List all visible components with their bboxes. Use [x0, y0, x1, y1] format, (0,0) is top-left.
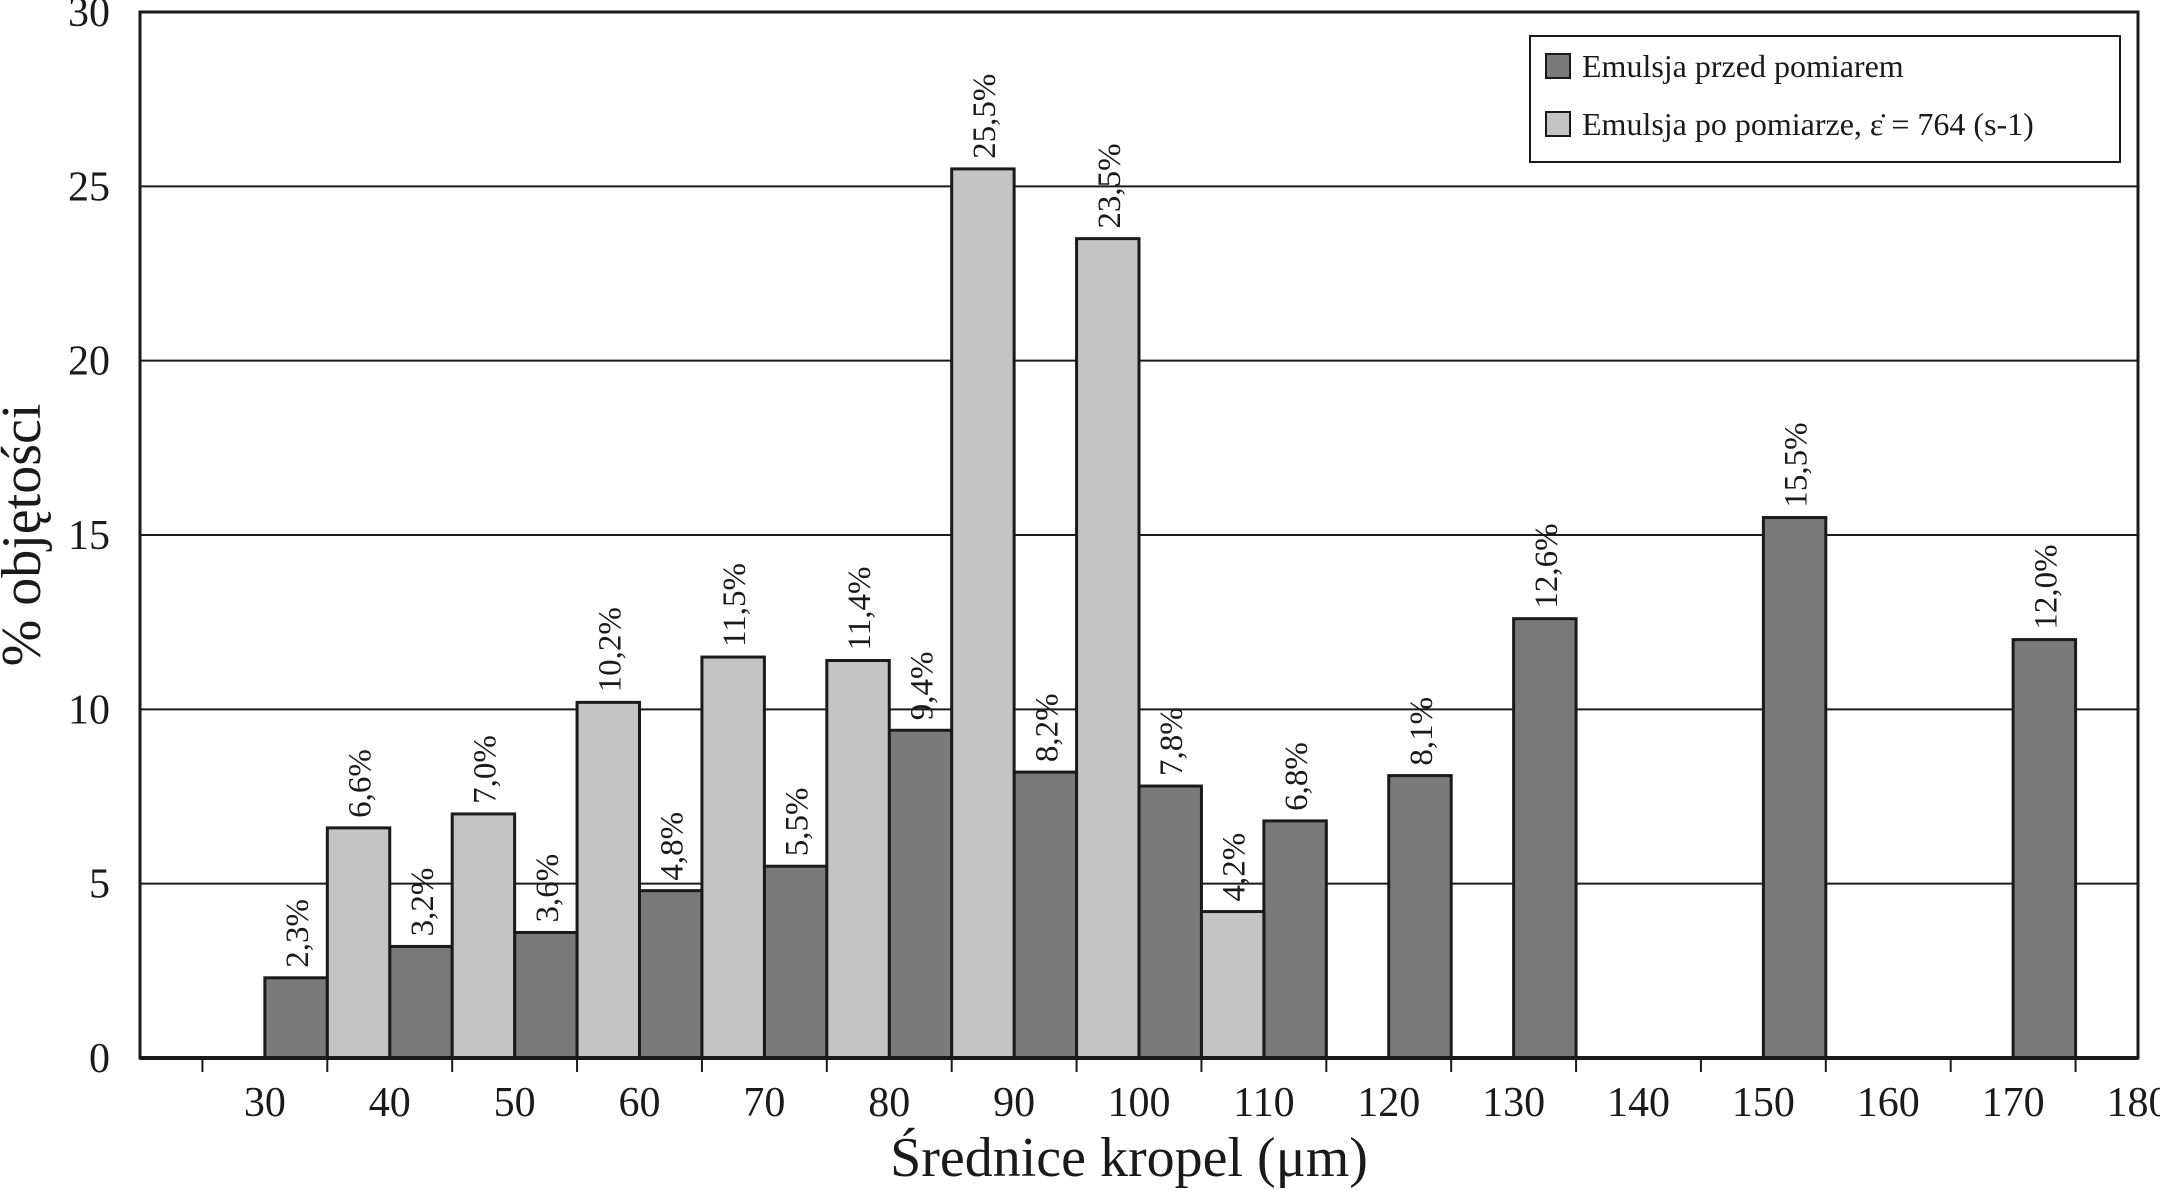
y-tick-label: 20: [68, 339, 110, 385]
y-tick-label: 5: [89, 862, 110, 908]
bar-before: [1761, 516, 1828, 1060]
bar-after: [1199, 910, 1266, 1060]
y-tick-label: 25: [68, 164, 110, 210]
data-label: 5,5%: [780, 787, 816, 856]
legend: Emulsja przed pomiarem Emulsja po pomiar…: [1529, 35, 2121, 163]
data-label: 11,4%: [842, 567, 878, 651]
data-label: 6,8%: [1279, 742, 1315, 811]
data-label: 6,6%: [343, 749, 379, 818]
x-tick-label: 150: [1732, 1080, 1795, 1126]
x-tick-label: 40: [369, 1080, 411, 1126]
data-labels: 2,3% 3,2% 3,6% 4,8% 5,5% 9,4% 8,2% 7,8% 6,8% 8,1%…: [280, 74, 2064, 968]
legend-label-before: Emulsja przed pomiarem: [1582, 48, 1904, 84]
y-tick-label: 10: [68, 687, 110, 733]
data-label: 7,0%: [467, 735, 503, 804]
bars: [263, 167, 2078, 1060]
bar-before: [1137, 784, 1203, 1060]
bar-before: [1387, 774, 1453, 1060]
bar-before: [513, 930, 579, 1060]
x-tick-label: 90: [993, 1080, 1035, 1126]
data-label: 3,2%: [405, 868, 441, 937]
data-label: 12,6%: [1529, 523, 1565, 608]
data-label: 15,5%: [1779, 422, 1815, 507]
data-label: 8,2%: [1029, 693, 1065, 762]
data-label: 4,8%: [655, 812, 691, 881]
bar-before: [263, 976, 329, 1060]
y-axis-title: % objętości: [0, 404, 53, 667]
x-tick-label: 170: [1982, 1080, 2045, 1126]
axes: 0 5 10 15 20 25 30 30 40 50 60 70 80 90 100 110 120 130 14…: [68, 0, 2160, 1126]
x-tick-label: 50: [494, 1080, 536, 1126]
data-label: 7,8%: [1154, 707, 1190, 776]
x-tick-label: 80: [868, 1080, 910, 1126]
legend-swatch-before: [1545, 53, 1571, 79]
legend-box: [1529, 35, 2121, 163]
bar-after: [950, 167, 1016, 1060]
data-label: 10,2%: [592, 607, 628, 692]
legend-swatch-after: [1545, 111, 1571, 137]
bar-before: [2011, 638, 2078, 1060]
legend-label-after: Emulsja po pomiarze, ε̇ = 764 (s-1): [1582, 106, 2034, 142]
bar-after: [575, 700, 641, 1060]
x-axis-title: Średnice kropel (μm): [890, 1126, 1368, 1189]
x-tick-label: 60: [619, 1080, 661, 1126]
bar-before: [1262, 819, 1328, 1060]
bar-before: [1012, 770, 1079, 1060]
x-tick-label: 140: [1607, 1080, 1670, 1126]
data-label: 25,5%: [967, 74, 1003, 159]
bar-before: [638, 889, 704, 1060]
data-label: 8,1%: [1404, 697, 1440, 766]
data-label: 9,4%: [904, 652, 940, 721]
x-tick-label: 110: [1233, 1080, 1294, 1126]
data-label: 3,6%: [530, 854, 566, 923]
bar-after: [700, 655, 766, 1060]
x-tick-label: 100: [1108, 1080, 1171, 1126]
x-tick-label: 120: [1357, 1080, 1420, 1126]
data-label: 2,3%: [280, 899, 316, 968]
x-tick-label: 180: [2107, 1080, 2160, 1126]
bar-before: [887, 728, 954, 1060]
bar-after: [1075, 237, 1141, 1060]
bar-after: [825, 659, 891, 1060]
y-tick-label: 0: [89, 1036, 110, 1082]
x-tick-label: 130: [1482, 1080, 1545, 1126]
y-tick-label: 15: [68, 513, 110, 559]
data-label: 4,2%: [1217, 833, 1253, 902]
bar-before: [388, 944, 454, 1060]
data-label: 23,5%: [1092, 143, 1128, 228]
x-tick-label: 70: [743, 1080, 785, 1126]
x-tick-label: 160: [1857, 1080, 1920, 1126]
y-tick-label: 30: [68, 0, 110, 36]
bar-before: [1512, 617, 1578, 1060]
data-label: 12,0%: [2028, 544, 2064, 629]
bar-after: [325, 826, 392, 1060]
bar-after: [450, 812, 517, 1060]
data-label: 11,5%: [717, 563, 753, 647]
x-tick-label: 30: [244, 1080, 286, 1126]
bar-before: [762, 864, 829, 1060]
